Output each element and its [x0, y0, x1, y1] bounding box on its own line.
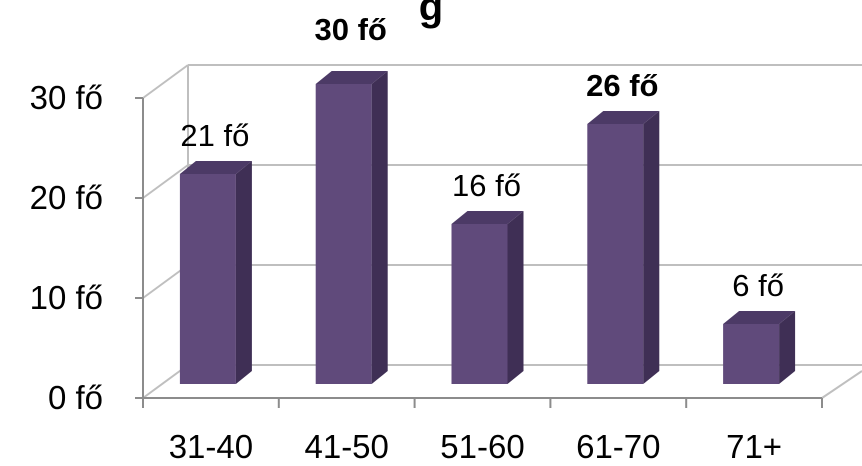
- bar-61-70: [587, 111, 660, 384]
- y-tick-label: 10 fő: [30, 279, 103, 316]
- bar-side: [643, 111, 660, 384]
- x-tick-label: 61-70: [576, 428, 660, 465]
- floor-edge: [821, 370, 862, 399]
- bar-side: [779, 311, 796, 384]
- x-tick-label: 51-60: [440, 428, 524, 465]
- bar-front: [723, 324, 780, 384]
- bar-side: [507, 211, 524, 384]
- x-tick-label: 41-50: [304, 428, 388, 465]
- y-tick-label: 30 fő: [30, 79, 103, 116]
- bar-41-50: [315, 71, 388, 384]
- bar-layer: [179, 71, 796, 384]
- bar-top: [723, 311, 796, 324]
- bar-top: [587, 111, 660, 124]
- bar-71+: [723, 311, 796, 384]
- data-label: 26 fő: [586, 68, 658, 103]
- bar-51-60: [451, 211, 524, 384]
- data-label: 16 fő: [452, 168, 521, 203]
- grid-side-line: [142, 64, 189, 99]
- data-label: 21 fő: [180, 118, 249, 153]
- axis-layer: 0 fő 10 fő 20 fő 30 fő: [30, 79, 823, 416]
- x-tick-label: 31-40: [169, 428, 253, 465]
- bar-front: [179, 174, 236, 384]
- bar-top: [315, 71, 388, 84]
- y-tick-label: 20 fő: [30, 179, 103, 216]
- data-label: 6 fő: [732, 268, 784, 303]
- bar-top: [451, 211, 524, 224]
- data-label: 30 fő: [315, 12, 387, 47]
- label-layer: 21 fő 31-40 30 fő 41-50 16 fő 51-60 26 fő 61-70…: [169, 12, 784, 465]
- bar-front: [587, 124, 644, 384]
- chart-title-fragment: g: [419, 0, 443, 29]
- x-tick-label: 71+: [726, 428, 782, 465]
- bar-front: [315, 84, 372, 384]
- bar-side: [371, 71, 388, 384]
- y-tick-label: 0 fő: [48, 379, 103, 416]
- bar-front: [451, 224, 508, 384]
- bar-31-40: [179, 161, 252, 384]
- bar-side: [235, 161, 252, 384]
- grid-side-line: [142, 164, 189, 199]
- bar-top: [179, 161, 252, 174]
